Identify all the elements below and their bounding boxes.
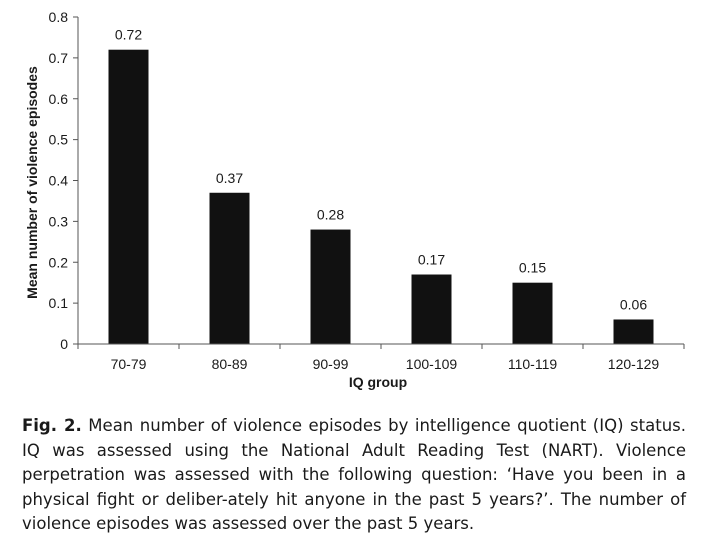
y-tick-label: 0.8 xyxy=(49,9,69,25)
bar-70-79 xyxy=(108,49,149,344)
y-axis-title: Mean number of violence episodes xyxy=(24,66,40,299)
caption-text: Mean number of violence episodes by inte… xyxy=(22,416,687,533)
y-tick-label: 0.2 xyxy=(49,254,69,270)
x-tick-label: 80-89 xyxy=(212,356,248,372)
y-tick-label: 0.7 xyxy=(49,50,69,66)
x-tick-label: 120-129 xyxy=(608,356,660,372)
bars: 0.72 0.37 0.28 0.17 0.15 0.06 xyxy=(108,27,654,344)
data-label: 0.72 xyxy=(115,27,142,43)
bar-90-99 xyxy=(310,229,351,344)
bar-80-89 xyxy=(209,192,250,344)
data-label: 0.28 xyxy=(317,207,344,223)
bar-120-129 xyxy=(613,319,654,344)
data-label: 0.17 xyxy=(418,252,445,268)
data-label: 0.37 xyxy=(216,170,243,186)
y-axis-ticks: 0 0.1 0.2 0.3 0.4 0.5 0.6 0.7 0.8 xyxy=(49,9,78,352)
bar-100-109 xyxy=(411,274,452,344)
bar-110-119 xyxy=(512,282,553,344)
data-label: 0.06 xyxy=(620,296,647,312)
bar-chart: 00.10.20.30.40.50.60.70.8 0.720.370.280.… xyxy=(24,9,685,390)
y-tick-label: 0 xyxy=(60,336,68,352)
y-tick-label: 0.6 xyxy=(49,91,69,107)
x-axis-ticks: 70-79 80-89 90-99 100-109 110-119 120-129 xyxy=(77,344,685,372)
data-label: 0.15 xyxy=(519,260,546,276)
x-tick-label: 70-79 xyxy=(111,356,147,372)
y-tick-label: 0.1 xyxy=(49,295,69,311)
x-axis-title: IQ group xyxy=(349,374,407,390)
y-tick-label: 0.4 xyxy=(49,173,69,189)
y-tick-label: 0.3 xyxy=(49,213,69,229)
caption-label: Fig. 2. xyxy=(22,416,82,435)
x-tick-label: 100-109 xyxy=(406,356,458,372)
y-tick-label: 0.5 xyxy=(49,132,69,148)
figure-caption: Fig. 2. Mean number of violence episodes… xyxy=(22,414,686,537)
x-tick-label: 110-119 xyxy=(508,356,558,372)
x-tick-label: 90-99 xyxy=(313,356,349,372)
